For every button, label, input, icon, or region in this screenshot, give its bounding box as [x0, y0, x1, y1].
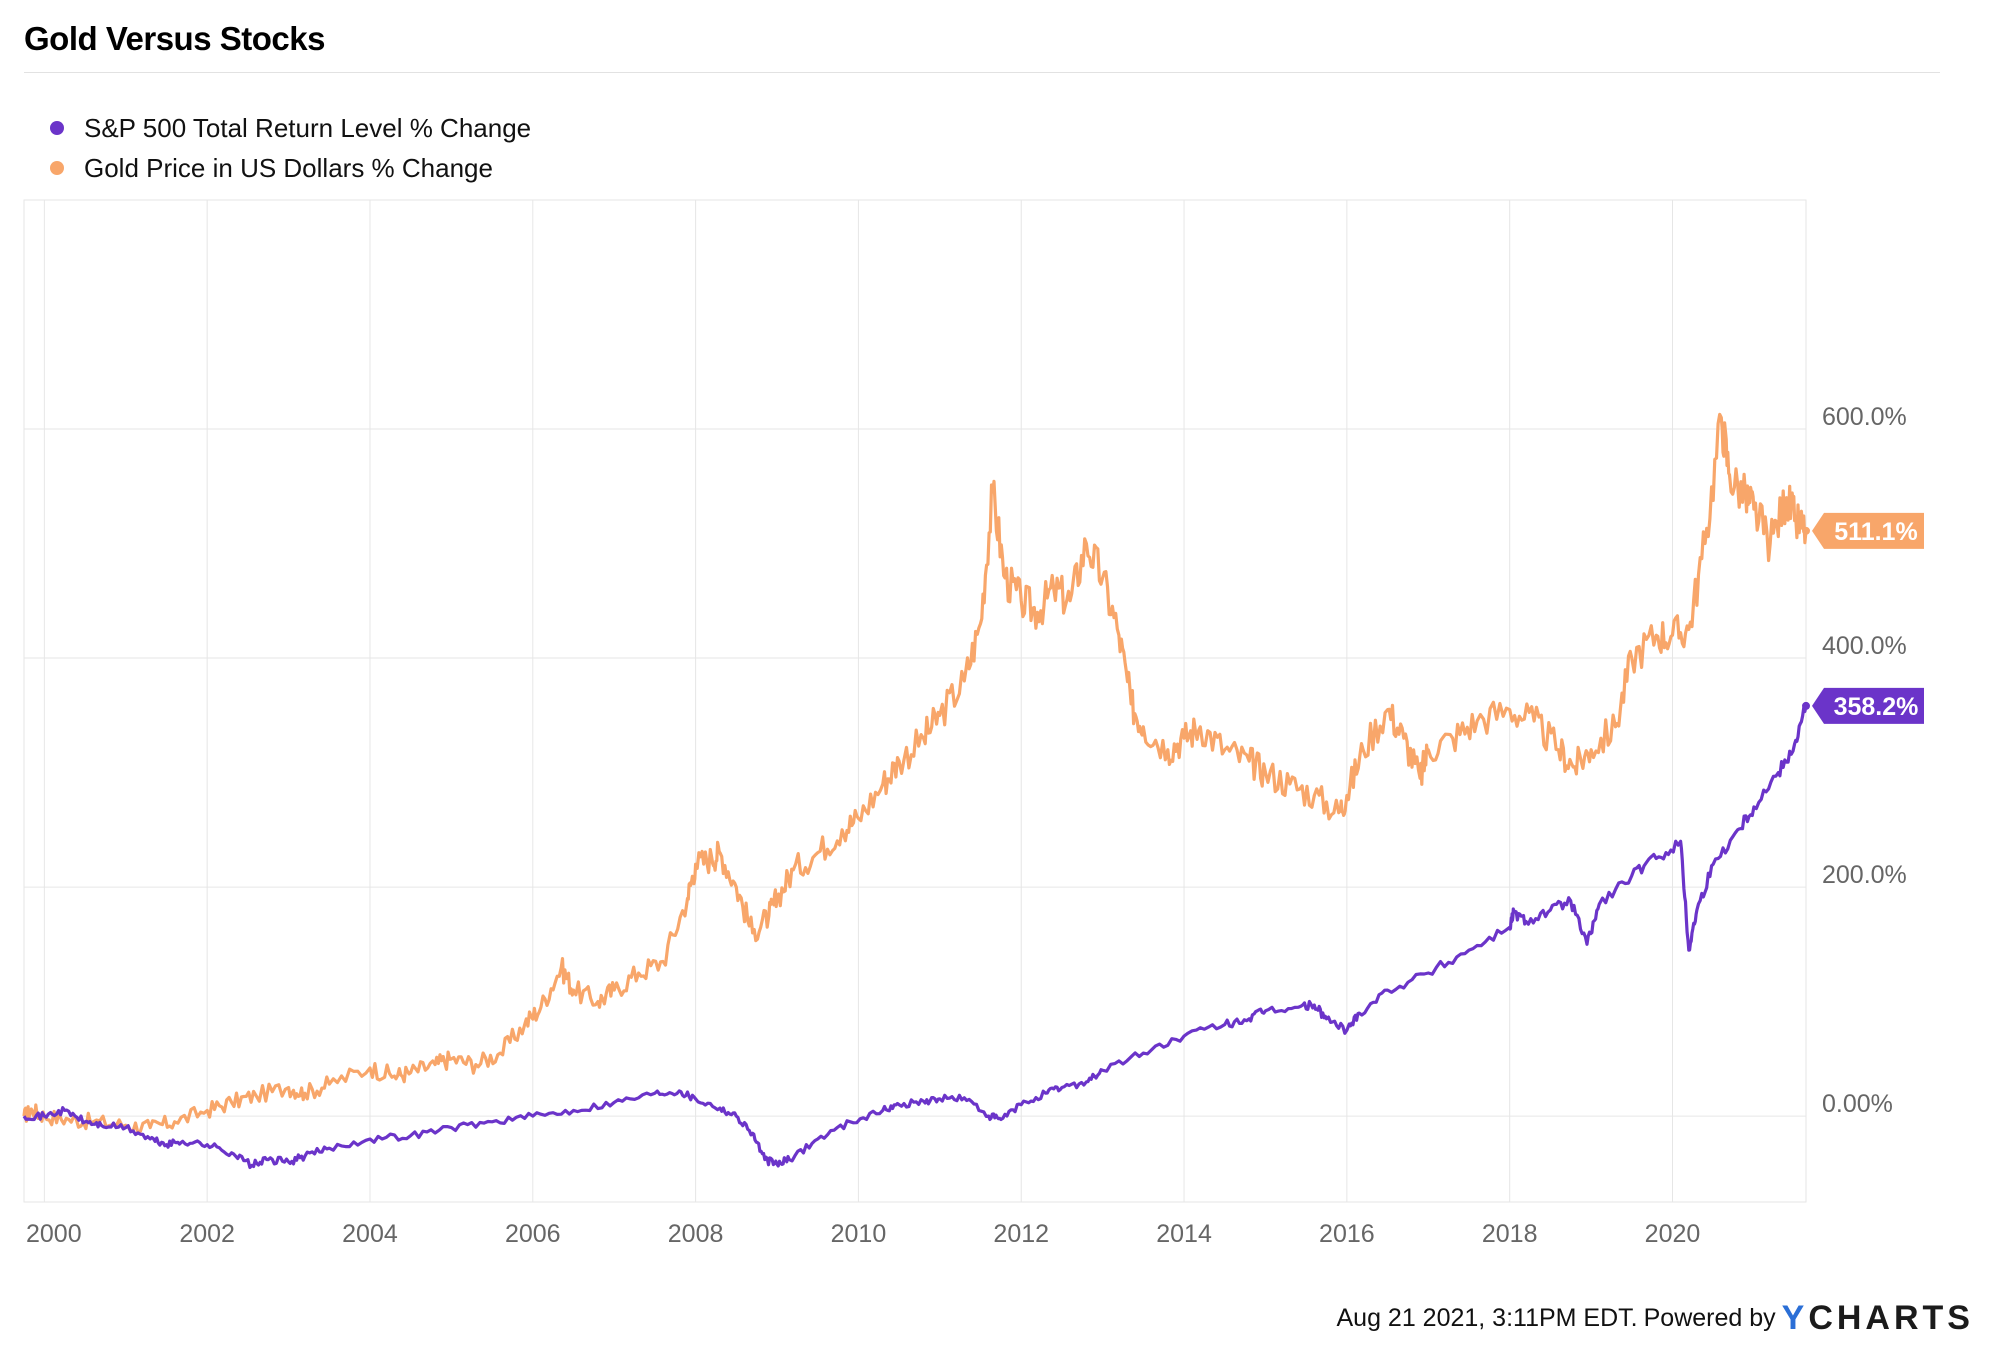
sp500-series-line	[22, 705, 1808, 1170]
x-tick-label: 2020	[1645, 1220, 1701, 1248]
gold-value-badge	[1812, 512, 1924, 549]
legend-item-gold[interactable]: Gold Price in US Dollars % Change	[50, 148, 531, 188]
legend-dot-sp500	[50, 121, 64, 135]
footer-timestamp: Aug 21 2021, 3:11PM EDT.	[1336, 1304, 1638, 1332]
ycharts-logo[interactable]: YCHARTS	[1782, 1299, 1974, 1338]
gold-series-line	[22, 412, 1808, 1135]
x-tick-label: 2006	[505, 1220, 561, 1248]
x-tick-label: 2008	[668, 1220, 724, 1248]
plot-frame	[23, 199, 1807, 1203]
ycharts-logo-y: Y	[1781, 1299, 1809, 1337]
x-tick-label: 2012	[993, 1220, 1049, 1248]
x-tick-label: 2014	[1156, 1220, 1212, 1248]
sp500-value-badge	[1812, 687, 1924, 724]
gold-value-label: 511.1%	[1834, 518, 1917, 546]
chart-title: Gold Versus Stocks	[24, 20, 325, 57]
y-tick-label: 600.0%	[1822, 403, 1907, 431]
legend-dot-gold	[50, 161, 64, 175]
sp500-value-label: 358.2%	[1834, 693, 1919, 721]
y-tick-label: 200.0%	[1822, 861, 1907, 889]
x-tick-label: 2000	[26, 1220, 82, 1248]
y-tick-label: 400.0%	[1822, 632, 1907, 660]
title-divider	[24, 72, 1940, 73]
x-tick-label: 2018	[1482, 1220, 1538, 1248]
y-tick-label: 0.00%	[1822, 1090, 1893, 1118]
gold-end-point	[1802, 526, 1810, 535]
footer-powered-by: Powered by	[1643, 1304, 1776, 1332]
legend-label-sp500: S&P 500 Total Return Level % Change	[84, 112, 532, 143]
x-tick-label: 2010	[831, 1220, 887, 1248]
legend-item-sp500[interactable]: S&P 500 Total Return Level % Change	[50, 108, 531, 148]
legend: S&P 500 Total Return Level % Change Gold…	[50, 108, 531, 188]
x-tick-label: 2004	[342, 1220, 398, 1248]
ycharts-logo-text: CHARTS	[1808, 1299, 1974, 1337]
x-tick-label: 2016	[1319, 1220, 1375, 1248]
sp500-end-point	[1802, 701, 1810, 710]
footer: Aug 21 2021, 3:11PM EDT. Powered by YCHA…	[1336, 1299, 1974, 1338]
x-tick-label: 2002	[179, 1220, 235, 1248]
legend-label-gold: Gold Price in US Dollars % Change	[84, 152, 493, 183]
